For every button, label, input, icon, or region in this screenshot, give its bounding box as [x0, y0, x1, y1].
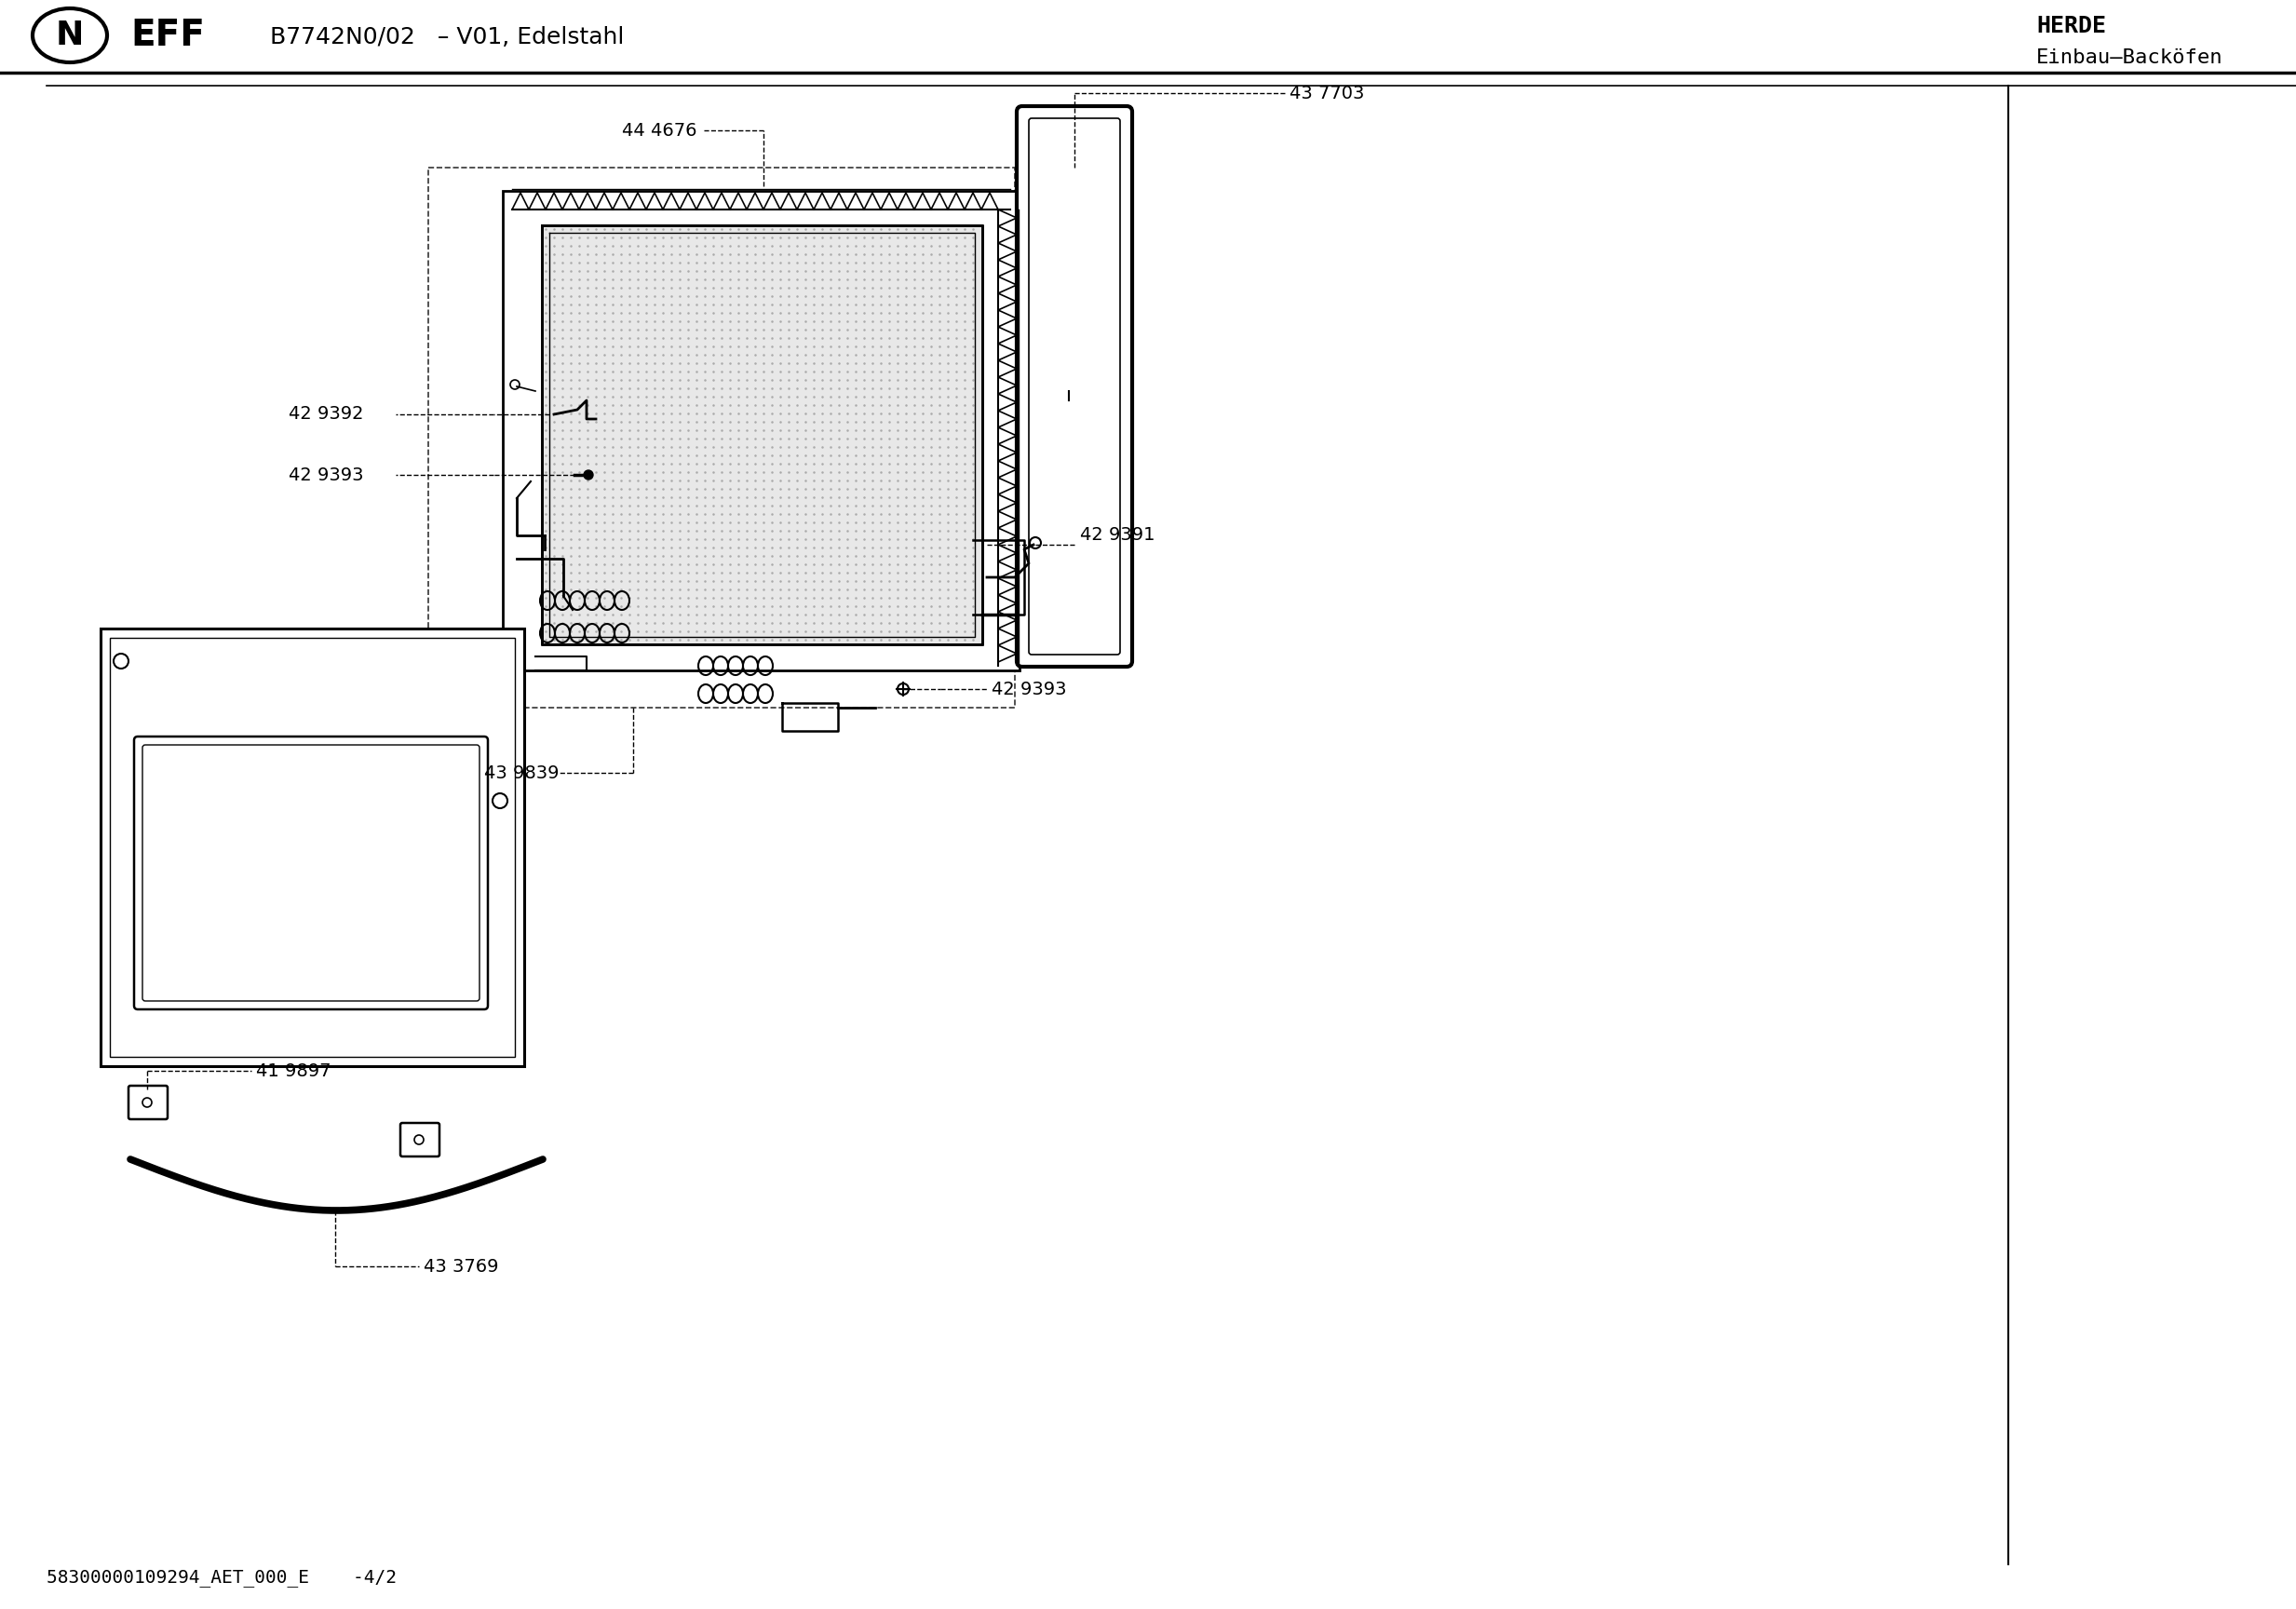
Text: B7742N0/02   – V01, Edelstahl: B7742N0/02 – V01, Edelstahl [271, 26, 625, 48]
Polygon shape [101, 629, 523, 1067]
Text: 41 9897: 41 9897 [257, 1062, 331, 1080]
Text: 42 9393: 42 9393 [992, 681, 1068, 698]
FancyBboxPatch shape [400, 1123, 439, 1157]
Text: 42 9393: 42 9393 [289, 467, 363, 484]
FancyBboxPatch shape [129, 1086, 168, 1120]
FancyBboxPatch shape [1017, 106, 1132, 666]
Text: Einbau–Backöfen: Einbau–Backöfen [2037, 48, 2223, 68]
Polygon shape [503, 191, 1019, 671]
Text: 43 7703: 43 7703 [1290, 84, 1364, 101]
Text: 44 4676: 44 4676 [622, 122, 698, 140]
Text: 42 9391: 42 9391 [1079, 526, 1155, 544]
Bar [542, 225, 983, 644]
Circle shape [583, 470, 592, 479]
Text: 58300000109294_AET_000_E    -4/2: 58300000109294_AET_000_E -4/2 [46, 1569, 397, 1586]
Text: 42 9392: 42 9392 [289, 405, 363, 423]
Text: 43 9839: 43 9839 [484, 764, 560, 782]
Text: N: N [55, 19, 85, 51]
Text: HERDE: HERDE [2037, 14, 2105, 37]
Text: EFF: EFF [131, 18, 204, 53]
Text: 43 3769: 43 3769 [425, 1258, 498, 1276]
